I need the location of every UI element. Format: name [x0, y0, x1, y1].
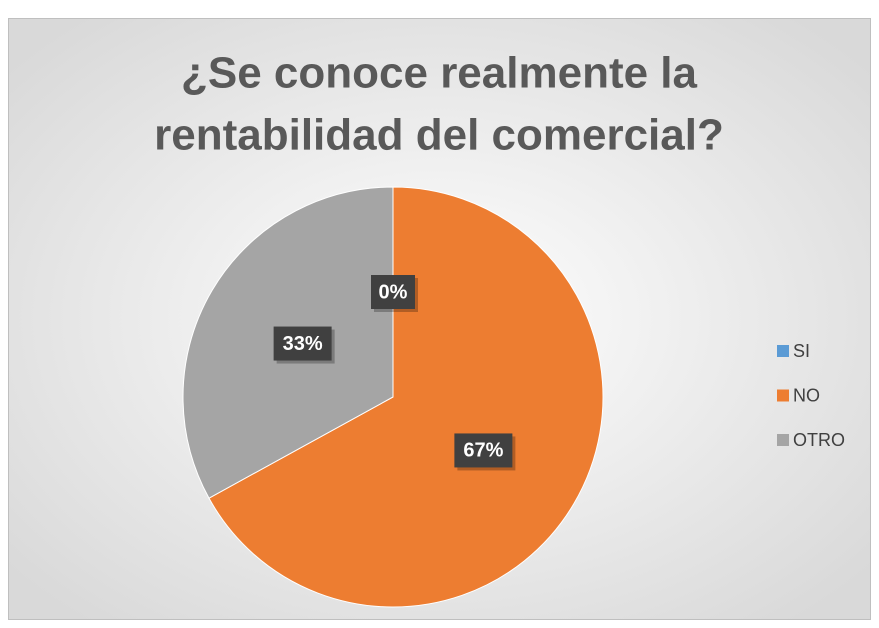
data-label: 67%: [463, 440, 503, 462]
data-label-box: [371, 275, 415, 309]
data-label: 33%: [283, 333, 323, 355]
data-label-box: [273, 326, 332, 361]
legend-swatch: [777, 389, 789, 402]
chart-title: ¿Se conoce realmente la rentabilidad del …: [154, 49, 724, 160]
legend-swatch: [777, 345, 789, 357]
legend-label: SI: [793, 341, 810, 361]
legend-label: OTRO: [793, 430, 845, 450]
chart-title-line: rentabilidad del comercial?: [154, 111, 724, 160]
legend: SI NO OTRO: [777, 341, 845, 450]
pie: [182, 186, 604, 608]
chart-title-line: ¿Se conoce realmente la: [181, 49, 698, 98]
data-label-box: [454, 433, 513, 468]
data-labels: 0% 67% 33%: [273, 275, 516, 471]
pie-slice: [208, 186, 604, 608]
data-label: 0%: [379, 281, 408, 303]
legend-swatch: [777, 434, 789, 446]
legend-label: NO: [793, 385, 820, 405]
